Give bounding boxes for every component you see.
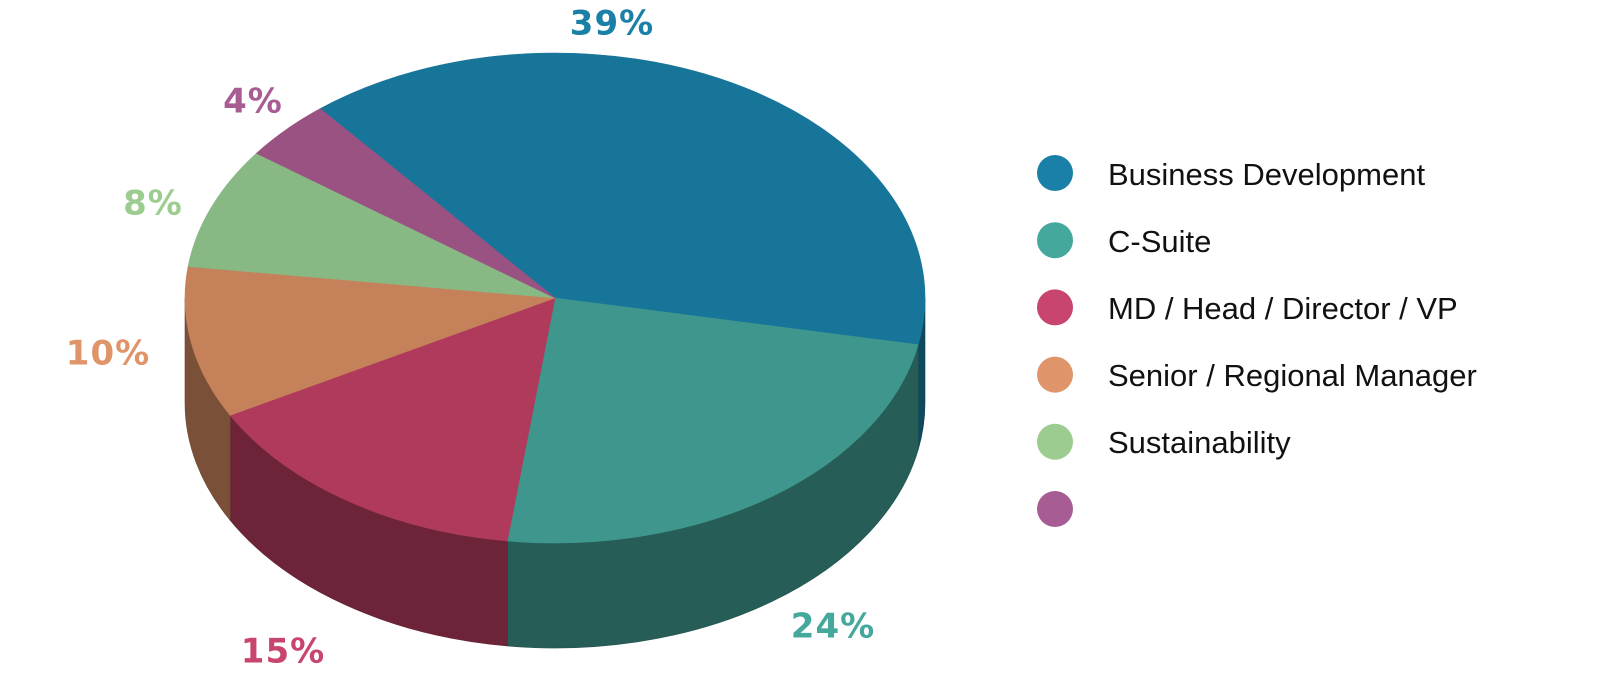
legend-swatch <box>1037 222 1073 259</box>
percent-label: 10% <box>66 334 150 374</box>
legend-swatch <box>1037 491 1073 527</box>
legend: Business Development C-Suite MD / Head / D… <box>1108 155 1493 490</box>
legend-label: Sustainability <box>1108 425 1291 460</box>
legend-label: MD / Head / Director / VP <box>1108 291 1458 326</box>
slice <box>319 52 926 346</box>
legend-label: Business Development <box>1108 157 1426 192</box>
slice <box>506 297 919 544</box>
percent-label: 8% <box>123 184 183 224</box>
slice <box>229 297 556 542</box>
percent-label: 15% <box>241 632 325 672</box>
legend-label: C-Suite <box>1108 224 1212 259</box>
legend-swatch <box>1037 356 1073 393</box>
legend-swatch <box>1037 155 1073 191</box>
legend-label: Senior / Regional Manager <box>1108 358 1477 393</box>
legend-swatch <box>1037 289 1073 326</box>
slice <box>255 108 556 299</box>
slice <box>187 152 556 299</box>
percent-label: 39% <box>570 4 654 44</box>
slice <box>184 266 556 416</box>
percent-label: 4% <box>223 82 283 122</box>
legend-swatch <box>1037 423 1073 460</box>
percent-label: 24% <box>791 607 875 647</box>
